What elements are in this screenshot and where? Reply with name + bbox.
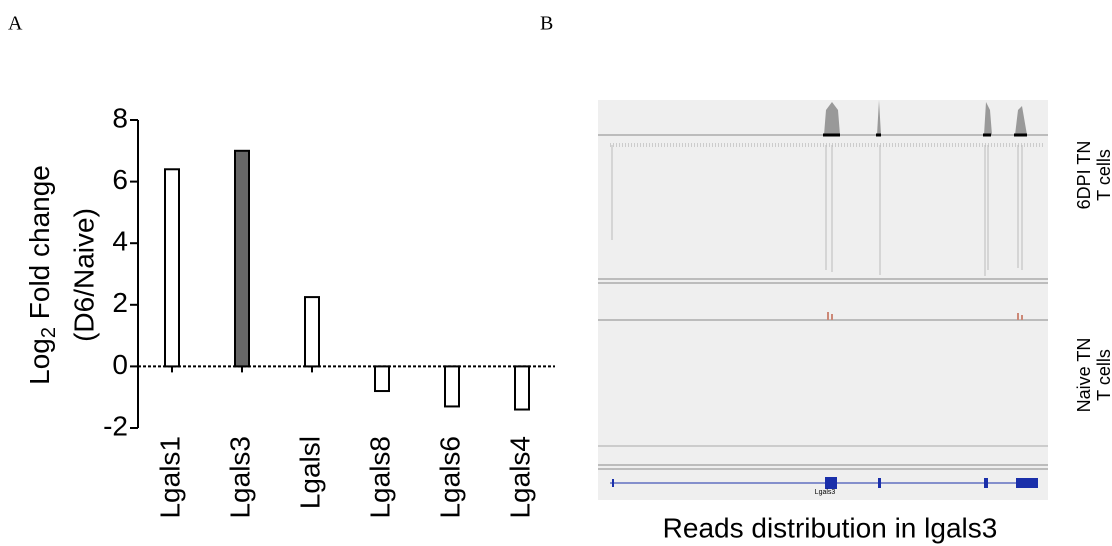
- x-tick-group: Lgals8: [364, 436, 395, 519]
- x-tick-group: Lgals4: [504, 436, 535, 519]
- y-label-line1: Log2 Fold change: [24, 165, 60, 385]
- track-label: Naive TN: [1074, 338, 1094, 413]
- track-label: 6DPI TN: [1074, 141, 1094, 210]
- y-label-subscript: 2: [38, 327, 60, 338]
- x-tick-label: Lgals8: [364, 436, 395, 519]
- browser-title: Reads distribution in lgals3: [663, 512, 998, 543]
- figure: A B Log2 Fold change (D6/Naive) Lgals3 6…: [0, 0, 1112, 546]
- x-tick-label: Lgalsl: [294, 436, 325, 509]
- x-tick-group: Lgals6: [434, 436, 465, 519]
- x-tick-group: Lgals3: [224, 436, 255, 519]
- y-axis-label: Log2 Fold change (D6/Naive): [24, 165, 99, 385]
- bar: [235, 151, 249, 367]
- y-label-text: Log: [24, 338, 55, 385]
- y-tick-label: 8: [112, 102, 128, 133]
- x-tick-group: Lgalsl: [294, 436, 325, 509]
- browser-panel: Lgals3: [598, 100, 1048, 500]
- track-label: T cells: [1094, 149, 1112, 201]
- y-label-rest: Fold change: [24, 165, 55, 327]
- y-tick-label: 6: [112, 164, 128, 195]
- y-tick-label: 2: [112, 287, 128, 318]
- y-label-line2: (D6/Naive): [68, 208, 99, 342]
- x-tick-label: Lgals1: [154, 436, 185, 519]
- bar: [375, 366, 389, 391]
- x-tick-label: Lgals3: [224, 436, 255, 519]
- gene-name: Lgals3: [815, 489, 836, 496]
- browser-bg: [598, 100, 1048, 500]
- panel-label: B: [540, 13, 553, 35]
- bar: [445, 366, 459, 406]
- track-label: T cells: [1094, 349, 1112, 401]
- bar: [515, 366, 529, 409]
- y-tick-label: 4: [112, 226, 128, 257]
- y-tick-label: -2: [103, 410, 128, 441]
- x-tick-label: Lgals4: [504, 436, 535, 519]
- y-tick-label: 0: [112, 349, 128, 380]
- bar: [305, 297, 319, 366]
- panel-label: A: [8, 13, 23, 35]
- bar: [165, 169, 179, 366]
- x-tick-label: Lgals6: [434, 436, 465, 519]
- x-tick-group: Lgals1: [154, 436, 185, 519]
